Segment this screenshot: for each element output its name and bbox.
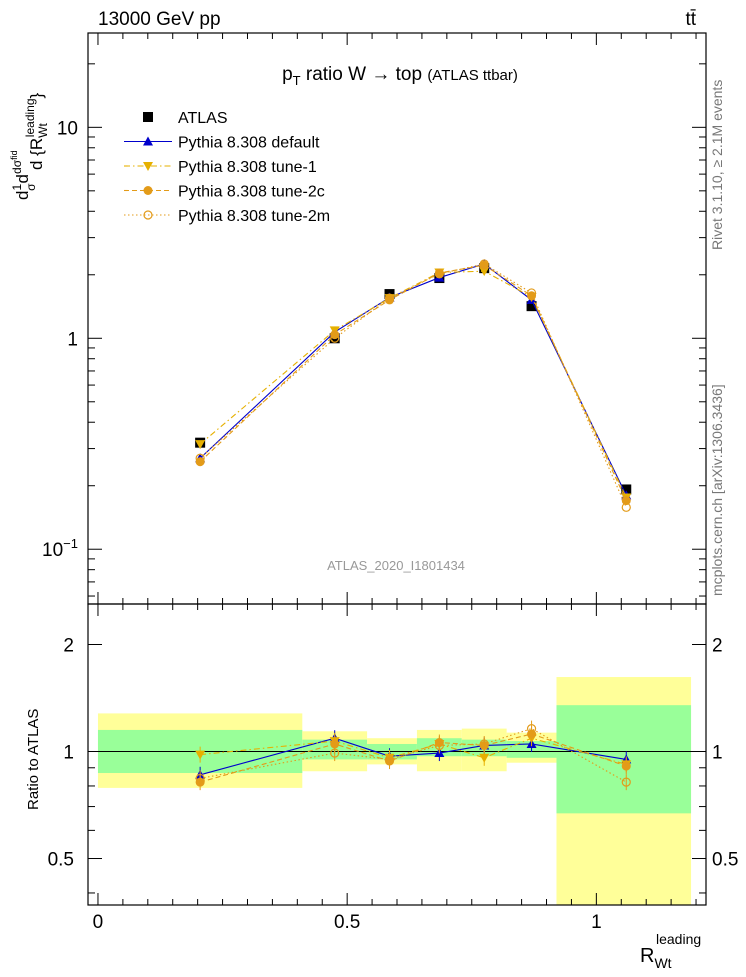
main-line-2 (199, 270, 627, 498)
main-line-4 (199, 263, 627, 508)
main-point-3-6 (621, 496, 631, 506)
main-point-2-0 (195, 440, 206, 450)
main-point-4-2 (384, 293, 395, 303)
legend-label-1: Pythia 8.308 default (178, 135, 320, 152)
legend-marker-2 (143, 162, 153, 171)
legend-label-3: Pythia 8.308 tune-2c (178, 184, 325, 201)
ratio-point-3-4 (479, 739, 489, 749)
main-point-4-0 (195, 453, 205, 463)
title-rest: ratio W → top (301, 64, 428, 85)
ratio-point-1-4 (479, 753, 490, 763)
main-point-0-6 (621, 484, 632, 495)
main-point-3-2 (385, 295, 395, 305)
ratio-point-3-2 (384, 754, 395, 765)
analysis-id: ATLAS_2020_I1801434 (327, 558, 465, 573)
main-line-1 (199, 263, 627, 496)
ratio-point-2-1 (330, 739, 340, 749)
ratio-point-3-3 (434, 740, 444, 751)
y-tick-label: 10−1 (42, 536, 78, 561)
legend-marker-3 (143, 186, 153, 195)
main-ylabel: d1σddσfid d {RWtleading} (9, 92, 50, 200)
legend-label-2: Pythia 8.308 tune-1 (178, 159, 317, 176)
x-tick-label: 0 (93, 912, 104, 933)
legend-label-0: ATLAS (178, 110, 228, 127)
main-point-4-1 (330, 333, 340, 343)
x-axis-label: RWt (640, 945, 672, 971)
side-version: Rivet 3.1.10, ≥ 2.1M events (709, 80, 725, 250)
ratio-point-1-0 (195, 750, 206, 760)
ratio-y-tick-label: 1 (63, 743, 74, 764)
main-point-2-4 (479, 267, 490, 277)
x-axis-label-sup: leading (656, 931, 701, 947)
title-p: p (282, 64, 293, 85)
ratio-point-3-1 (330, 748, 340, 758)
energy-label: 13000 GeV pp (98, 9, 221, 30)
legend-label-4: Pythia 8.308 tune-2m (178, 208, 330, 225)
main-point-0-5 (526, 301, 537, 312)
ratio-ylabel: Ratio to ATLAS (25, 709, 42, 810)
process-label: tt̄ (685, 9, 696, 30)
y-tick-label: 10 (57, 118, 78, 139)
legend-marker-4 (143, 210, 153, 220)
y-tick-label: 1 (67, 329, 78, 350)
svg-text:d {RWtleading}: d {RWtleading} (23, 92, 50, 170)
plot-title: pT ratio W → top (ATLAS ttbar) (282, 64, 518, 88)
ratio-point-3-6 (621, 777, 631, 787)
legend-marker-0 (143, 112, 153, 122)
title-small: (ATLAS ttbar) (427, 67, 518, 84)
main-point-4-3 (434, 269, 444, 279)
main-point-4-5 (526, 288, 537, 298)
ratio-point-2-6 (621, 761, 631, 771)
ratio-y-tick-label: 0.5 (48, 850, 74, 871)
main-point-4-6 (621, 502, 631, 512)
ratio-y-tick-label-right: 2 (712, 636, 723, 657)
ratio-point-3-5 (526, 723, 537, 734)
main-line-3 (199, 264, 627, 501)
main-point-3-5 (527, 291, 537, 301)
ratio-y-tick-label-right: 0.5 (712, 850, 738, 871)
main-point-4-4 (479, 259, 489, 269)
legend-marker-1 (143, 136, 153, 146)
x-tick-label: 1 (591, 912, 602, 933)
ratio-y-tick-label: 2 (63, 636, 74, 657)
ratio-y-tick-label-right: 1 (712, 743, 723, 764)
ratio-point-3-0 (195, 773, 205, 784)
title-p-sub: T (293, 73, 301, 88)
side-source: mcplots.cern.ch [arXiv:1306.3436] (709, 384, 725, 596)
x-tick-label: 0.5 (334, 912, 360, 933)
